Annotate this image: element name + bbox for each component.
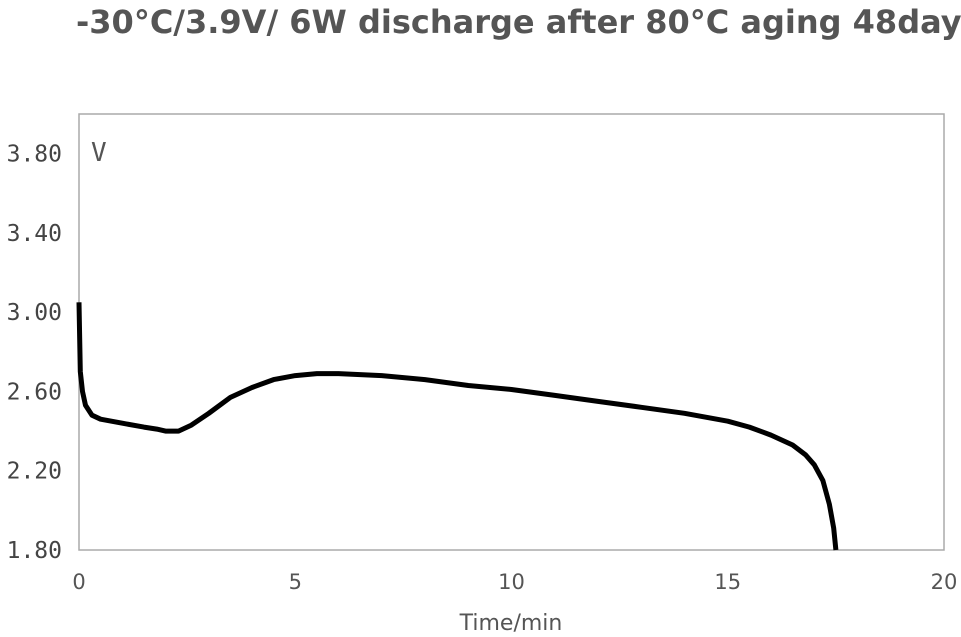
x-tick-label: 0: [72, 570, 85, 594]
plot-area-frame: [78, 113, 945, 551]
x-tick-label: 5: [289, 570, 302, 594]
y-tick-label: 3.00: [7, 300, 62, 326]
x-tick-label: 10: [498, 570, 525, 594]
y-tick-label: 3.40: [7, 221, 62, 247]
y-tick-label: 1.80: [7, 538, 62, 564]
chart-title: -30°C/3.9V/ 6W discharge after 80°C agin…: [76, 3, 961, 41]
x-axis-label: Time/min: [459, 611, 563, 636]
y-tick-label: 2.60: [7, 379, 62, 405]
series-line: [76, 302, 839, 551]
x-tick-label: 20: [931, 570, 958, 594]
y-axis-label: V: [91, 138, 107, 168]
y-tick-label: 2.20: [7, 459, 62, 485]
y-tick-label: 3.80: [7, 142, 62, 168]
x-tick-label: 15: [714, 570, 741, 594]
